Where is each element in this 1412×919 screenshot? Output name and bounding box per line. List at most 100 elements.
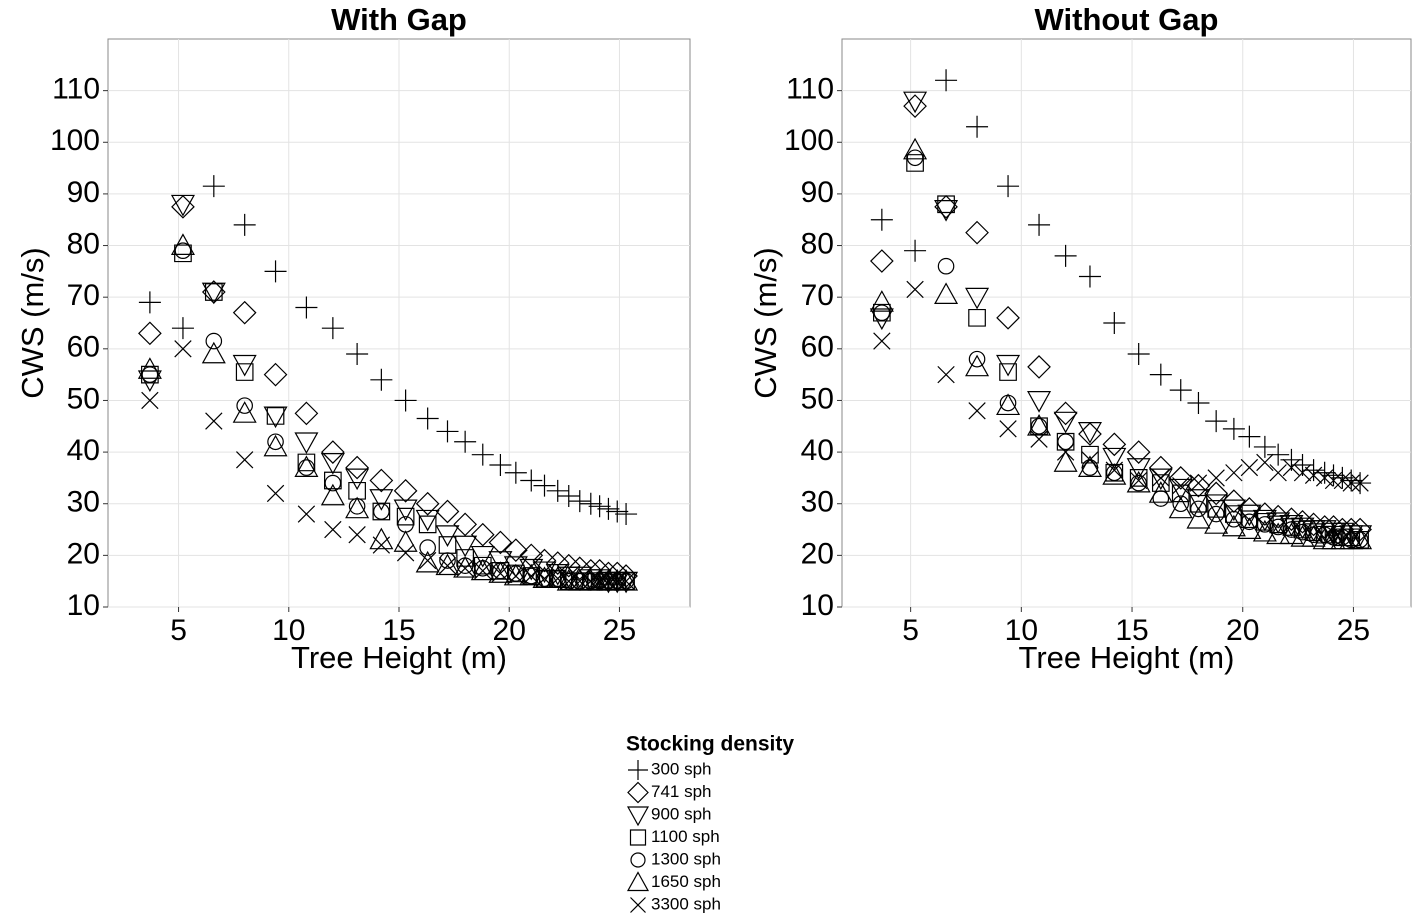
data-point: 1300 sph — [1351, 531, 1369, 549]
data-point: 741 sph — [996, 305, 1020, 330]
data-point: 1300 sph — [999, 394, 1017, 412]
data-point: 3300 sph — [617, 572, 635, 590]
data-point: 900 sph — [903, 91, 928, 114]
y-tick-label: 80 — [67, 227, 100, 260]
chart-title: With Gap — [331, 2, 467, 37]
x-tick-label: 20 — [493, 614, 526, 647]
x-tick-label: 5 — [170, 614, 187, 647]
data-point: 1650 sph — [532, 566, 557, 588]
data-point: 741 sph — [1027, 355, 1051, 379]
data-point: 1300 sph — [1283, 521, 1300, 538]
data-point: 741 sph — [903, 94, 927, 118]
data-point: 300 sph — [1127, 342, 1150, 365]
data-point: 300 sph — [568, 490, 591, 513]
data-point: 741 sph — [1102, 432, 1127, 457]
data-point: 3300 sph — [1351, 474, 1369, 492]
data-point: 3300 sph — [1282, 458, 1301, 477]
data-point: 300 sph — [321, 317, 344, 340]
data-point: 900 sph — [415, 509, 440, 532]
data-point: 300 sph — [233, 213, 256, 236]
data-point: 3300 sph — [590, 572, 609, 590]
data-point: 1650 sph — [934, 282, 959, 304]
data-point: 900 sph — [1290, 517, 1315, 540]
y-tick-label: 10 — [801, 589, 834, 622]
data-point: 300 sph — [504, 461, 527, 484]
data-point: 3300 sph — [324, 520, 342, 539]
data-point: 1300 sph — [236, 397, 253, 414]
data-point: 741 sph — [545, 551, 570, 575]
data-point: 1650 sph — [137, 357, 162, 379]
data-point: 900 sph — [369, 489, 394, 511]
y-tick-label: 50 — [67, 382, 100, 415]
data-point: 300 sph — [394, 389, 417, 412]
data-point: 300 sph — [588, 495, 611, 518]
data-point: 1650 sph — [294, 455, 319, 477]
data-point: 1100 sph — [235, 363, 254, 381]
data-point: 3300 sph — [141, 391, 159, 410]
data-point: 1650 sph — [614, 568, 639, 591]
y-tick-label: 40 — [801, 434, 834, 467]
data-point: 1300 sph — [608, 572, 626, 590]
data-point: 900 sph — [869, 308, 894, 331]
data-point: 3300 sph — [474, 562, 492, 580]
data-point: 1300 sph — [373, 503, 390, 520]
data-point: 3300 sph — [1056, 443, 1075, 461]
data-point: 900 sph — [393, 499, 418, 522]
legend-label: 1650 sph — [651, 872, 721, 891]
data-point: 300 sph — [1103, 312, 1126, 334]
data-point: 1100 sph — [418, 515, 437, 534]
data-point: 1650 sph — [415, 550, 440, 573]
data-point: 741 sph — [1222, 489, 1246, 513]
data-point: 900 sph — [1053, 411, 1078, 434]
legend-title: Stocking density — [626, 733, 794, 756]
data-point: 1650 sph — [1204, 512, 1229, 534]
data-point: 900 sph — [1186, 489, 1211, 511]
data-point: 3300 sph — [1152, 469, 1170, 487]
data-point: 900 sph — [1077, 422, 1102, 444]
data-point: 900 sph — [1221, 499, 1246, 522]
data-point: 741 sph — [934, 194, 958, 219]
data-point: 741 sph — [532, 548, 557, 573]
data-point: 300 sph — [1149, 363, 1172, 386]
data-point: 1300 sph — [968, 350, 986, 368]
data-point: 3300 sph — [1304, 466, 1323, 485]
data-point: 900 sph — [1102, 447, 1127, 470]
data-point: 900 sph — [1148, 468, 1173, 491]
data-point: 1300 sph — [439, 552, 456, 569]
data-point: 1650 sph — [320, 483, 345, 506]
data-point: 3300 sph — [1172, 476, 1190, 495]
data-point: 900 sph — [137, 370, 162, 393]
data-point: 741 sph — [519, 543, 544, 568]
data-point: 900 sph — [1237, 504, 1262, 527]
data-point: 900 sph — [965, 287, 990, 310]
data-point: 741 sph — [369, 468, 394, 493]
data-point: 1300 sph — [591, 572, 608, 590]
legend-symbol — [630, 852, 646, 868]
data-point: 1650 sph — [1168, 496, 1193, 519]
data-point: 1300 sph — [1316, 526, 1333, 543]
y-tick-label: 110 — [786, 73, 834, 106]
y-tick-label: 10 — [67, 589, 100, 622]
data-point: 900 sph — [294, 432, 319, 454]
legend-symbol — [627, 781, 649, 804]
data-point: 1650 sph — [263, 434, 288, 457]
data-point: 300 sph — [870, 208, 893, 231]
data-point: 3300 sph — [999, 420, 1017, 438]
data-point: 300 sph — [436, 420, 459, 443]
data-point: 741 sph — [556, 553, 581, 578]
data-point: 1300 sph — [600, 572, 617, 590]
data-point: 300 sph — [935, 69, 958, 92]
data-point: 741 sph — [435, 499, 460, 524]
data-point: 1650 sph — [453, 556, 478, 578]
data-point: 1100 sph — [1189, 494, 1208, 513]
data-point: 3300 sph — [873, 332, 891, 350]
data-point: 1100 sph — [1171, 484, 1190, 503]
chart-title: Without Gap — [1035, 2, 1219, 37]
data-point: 300 sph — [1028, 213, 1051, 236]
data-point: 741 sph — [1186, 473, 1211, 498]
data-point: 3300 sph — [1256, 453, 1274, 472]
x-tick-label: 20 — [1226, 614, 1259, 647]
y-tick-label: 100 — [50, 124, 100, 157]
data-point: 300 sph — [1253, 435, 1276, 458]
